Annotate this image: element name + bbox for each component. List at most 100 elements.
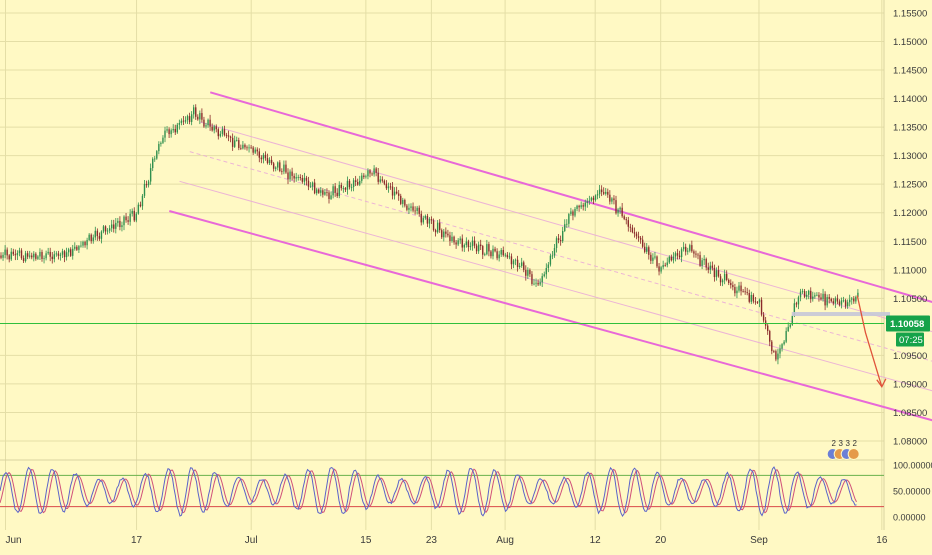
- candle-body: [56, 253, 57, 254]
- candle-body: [416, 208, 417, 211]
- candle-body: [490, 251, 491, 256]
- candle-body: [179, 123, 180, 125]
- osc-tick-label: 0.00000: [893, 513, 926, 523]
- candle-body: [66, 252, 67, 257]
- candle-body: [636, 234, 637, 237]
- event-marker-count[interactable]: 3: [845, 439, 850, 448]
- candle-body: [86, 240, 87, 245]
- candle-body: [771, 342, 772, 351]
- candle-body: [76, 247, 77, 250]
- candle-body: [152, 159, 153, 168]
- candle-body: [749, 293, 750, 302]
- candle-body: [665, 265, 666, 266]
- candle-body: [785, 331, 786, 342]
- candle-body: [170, 130, 171, 134]
- candle-body: [408, 208, 409, 210]
- candle-body: [396, 192, 397, 194]
- candle-body: [742, 291, 743, 292]
- candle-body: [70, 249, 71, 256]
- candle-body: [259, 151, 260, 157]
- countdown-label: 07:25: [899, 335, 923, 346]
- candle-body: [609, 195, 610, 202]
- candle-body: [427, 216, 428, 224]
- price-tick-label: 1.12000: [893, 208, 927, 219]
- candle-body: [554, 248, 555, 256]
- event-marker-count[interactable]: 3: [838, 439, 843, 448]
- candle-body: [615, 200, 616, 213]
- candle-body: [798, 297, 799, 304]
- candle-body: [45, 253, 46, 258]
- candle-body: [134, 211, 135, 221]
- candle-body: [185, 120, 186, 121]
- candle-body: [95, 231, 96, 238]
- candle-body: [386, 184, 387, 189]
- candle-body: [744, 291, 745, 292]
- candle-body: [783, 342, 784, 344]
- candle-body: [113, 224, 114, 228]
- event-marker-count[interactable]: 2: [852, 439, 857, 448]
- time-tick-label: 16: [876, 535, 888, 546]
- candle-body: [824, 294, 825, 306]
- candle-body: [74, 247, 75, 249]
- candle-body: [101, 232, 102, 239]
- candle-body: [140, 205, 141, 206]
- candle-body: [277, 162, 278, 167]
- candle-body: [392, 187, 393, 196]
- candle-body: [831, 299, 832, 301]
- candle-body: [380, 179, 381, 181]
- candle-body: [648, 247, 649, 255]
- candle-body: [531, 274, 532, 284]
- candle-body: [228, 135, 229, 136]
- candle-body: [462, 239, 463, 248]
- candle-body: [568, 214, 569, 224]
- candle-body: [826, 297, 827, 305]
- candle-body: [630, 227, 631, 228]
- candle-body: [552, 256, 553, 257]
- price-tick-label: 1.13000: [893, 151, 927, 162]
- candle-body: [314, 183, 315, 194]
- candle-body: [710, 266, 711, 270]
- candle-body: [599, 189, 600, 194]
- candle-body: [244, 145, 245, 148]
- candle-body: [347, 181, 348, 190]
- candle-body: [564, 224, 565, 231]
- event-marker-count[interactable]: 2: [831, 439, 836, 448]
- event-marker-icon[interactable]: [848, 449, 859, 460]
- candle-body: [480, 245, 481, 246]
- candle-body: [732, 285, 733, 287]
- candle-body: [121, 225, 122, 227]
- candle-body: [654, 256, 655, 257]
- candle-body: [205, 125, 206, 126]
- candle-body: [765, 320, 766, 325]
- candle-body: [105, 226, 106, 231]
- candle-body: [187, 116, 188, 120]
- candle-body: [78, 246, 79, 250]
- candle-body: [562, 231, 563, 241]
- candle-body: [117, 221, 118, 223]
- candle-body: [388, 187, 389, 189]
- time-tick-label: Jun: [6, 535, 22, 546]
- candle-body: [27, 253, 28, 256]
- candle-body: [433, 220, 434, 230]
- time-tick-label: Sep: [750, 535, 768, 546]
- candle-body: [2, 255, 3, 258]
- candle-body: [453, 237, 454, 243]
- candle-body: [695, 254, 696, 255]
- candle-body: [751, 295, 752, 302]
- candle-body: [441, 230, 442, 237]
- candle-body: [496, 251, 497, 258]
- candle-body: [378, 173, 379, 182]
- time-tick-label: 17: [131, 535, 143, 546]
- time-tick-label: Jul: [245, 535, 258, 546]
- candle-body: [160, 143, 161, 144]
- candle-body: [474, 241, 475, 246]
- candle-body: [209, 120, 210, 127]
- candle-body: [308, 181, 309, 187]
- candle-body: [589, 201, 590, 202]
- candle-body: [837, 298, 838, 301]
- candle-body: [189, 116, 190, 122]
- candle-body: [775, 351, 776, 359]
